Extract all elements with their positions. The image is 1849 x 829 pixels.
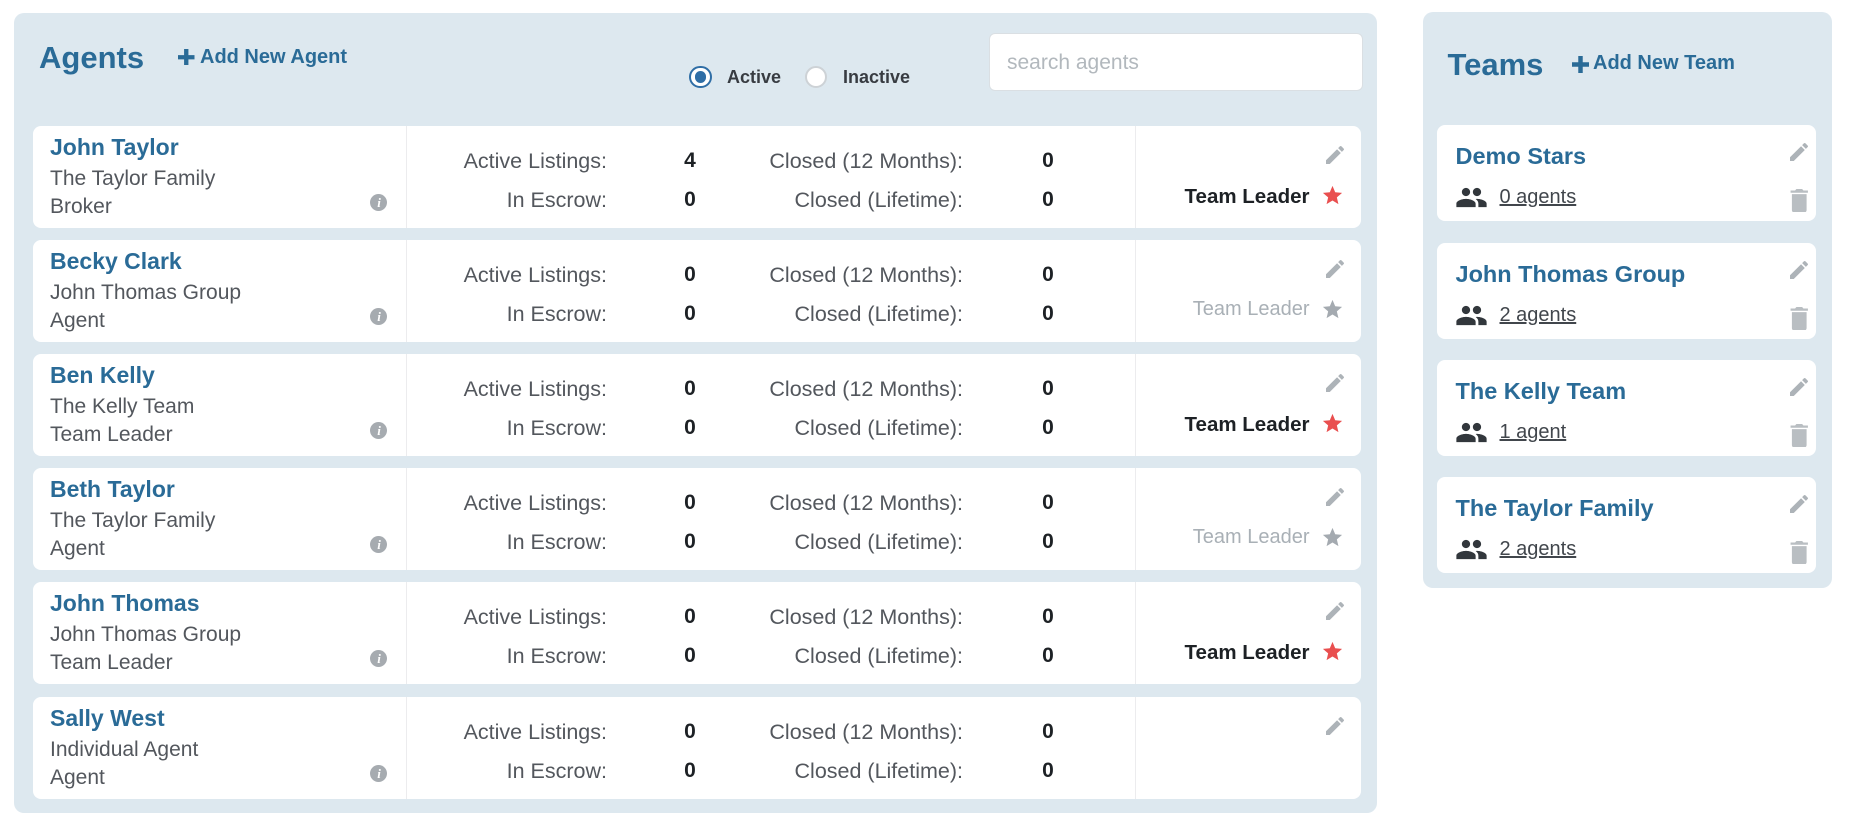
svg-text:i: i [377, 423, 381, 438]
svg-text:i: i [377, 766, 381, 781]
svg-text:i: i [377, 195, 381, 210]
svg-text:i: i [377, 537, 381, 552]
svg-text:i: i [377, 651, 381, 666]
svg-text:i: i [377, 309, 381, 324]
